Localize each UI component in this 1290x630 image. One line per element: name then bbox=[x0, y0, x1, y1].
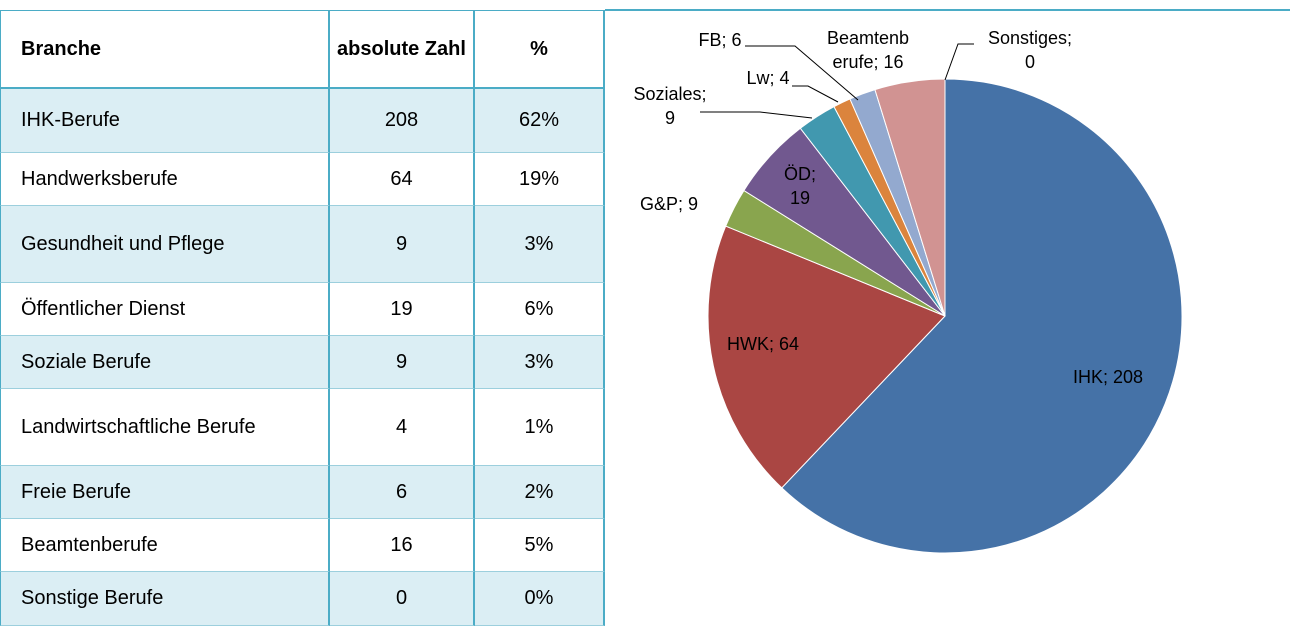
table-cell: 64 bbox=[330, 153, 475, 206]
leader-line bbox=[944, 43, 974, 81]
table-cell: 6 bbox=[330, 466, 475, 519]
table-cell: Öffentlicher Dienst bbox=[0, 283, 330, 336]
table-cell: 16 bbox=[330, 519, 475, 572]
table-cell: 19 bbox=[330, 283, 475, 336]
label-line: G&P; 9 bbox=[640, 194, 698, 214]
table-cell: Freie Berufe bbox=[0, 466, 330, 519]
data-label: Beamtenb erufe; 16 bbox=[827, 28, 909, 72]
label-line: Beamtenb bbox=[827, 28, 909, 48]
table-cell: absolute Zahl bbox=[330, 11, 475, 89]
data-label: G&P; 9 bbox=[640, 194, 698, 214]
table-row: Gesundheit und Pflege 9 3% bbox=[0, 206, 605, 283]
table-cell: Sonstige Berufe bbox=[0, 572, 330, 626]
pie-slice bbox=[781, 78, 1183, 554]
table-row: Landwirtschaftliche Berufe 4 1% bbox=[0, 389, 605, 466]
data-label: IHK; 208 bbox=[1073, 367, 1143, 387]
table-cell: 6% bbox=[475, 283, 605, 336]
data-label: Sonstiges; 0 bbox=[988, 28, 1072, 72]
label-line: 19 bbox=[790, 188, 810, 208]
data-label: Soziales; 9 bbox=[633, 84, 706, 128]
table-cell: 0% bbox=[475, 572, 605, 626]
table-row: Öffentlicher Dienst 19 6% bbox=[0, 283, 605, 336]
data-label: HWK; 64 bbox=[727, 334, 799, 354]
label-line: IHK; 208 bbox=[1073, 367, 1143, 387]
label-line: Sonstiges; bbox=[988, 28, 1072, 48]
table-cell: IHK-Berufe bbox=[0, 89, 330, 153]
table-cell: 9 bbox=[330, 336, 475, 389]
table-cell: 3% bbox=[475, 336, 605, 389]
table-cell: 19% bbox=[475, 153, 605, 206]
table-row: Branche absolute Zahl% bbox=[0, 11, 605, 89]
table-cell: 1% bbox=[475, 389, 605, 466]
table-cell: Beamtenberufe bbox=[0, 519, 330, 572]
table-row: Freie Berufe 6 2% bbox=[0, 466, 605, 519]
table-row: Sonstige Berufe 0 0% bbox=[0, 572, 605, 626]
table-row: Handwerksberufe 64 19% bbox=[0, 153, 605, 206]
table-row: IHK-Berufe 208 62% bbox=[0, 89, 605, 153]
table-cell: % bbox=[475, 11, 605, 89]
table-cell: 0 bbox=[330, 572, 475, 626]
label-line: erufe; 16 bbox=[832, 52, 903, 72]
leader-line bbox=[792, 85, 839, 103]
label-line: 9 bbox=[665, 108, 675, 128]
table-cell: 208 bbox=[330, 89, 475, 153]
table-cell: Soziale Berufe bbox=[0, 336, 330, 389]
table: Branche absolute Zahl% IHK-Berufe 208 62% Han… bbox=[0, 10, 605, 626]
table-cell: 4 bbox=[330, 389, 475, 466]
table-cell: 2% bbox=[475, 466, 605, 519]
table-row: Soziale Berufe 9 3% bbox=[0, 336, 605, 389]
leader-line bbox=[700, 111, 813, 119]
table-cell: Landwirtschaftliche Berufe bbox=[0, 389, 330, 466]
table-cell: 3% bbox=[475, 206, 605, 283]
data-label: Lw; 4 bbox=[746, 68, 789, 88]
data-label: FB; 6 bbox=[698, 30, 741, 50]
label-line: FB; 6 bbox=[698, 30, 741, 50]
table-cell: 5% bbox=[475, 519, 605, 572]
table-cell: Gesundheit und Pflege bbox=[0, 206, 330, 283]
pie-slice bbox=[707, 225, 946, 489]
table-cell: Branche bbox=[0, 11, 330, 89]
table-cell: 62% bbox=[475, 89, 605, 153]
table-cell: 9 bbox=[330, 206, 475, 283]
label-line: Lw; 4 bbox=[746, 68, 789, 88]
label-line: ÖD; bbox=[784, 164, 816, 184]
table-cell: Handwerksberufe bbox=[0, 153, 330, 206]
label-line: 0 bbox=[1025, 52, 1035, 72]
label-line: Soziales; bbox=[633, 84, 706, 104]
leader-line bbox=[745, 45, 859, 101]
table-row: Beamtenberufe 16 5% bbox=[0, 519, 605, 572]
data-label: ÖD; 19 bbox=[784, 164, 816, 208]
label-line: HWK; 64 bbox=[727, 334, 799, 354]
